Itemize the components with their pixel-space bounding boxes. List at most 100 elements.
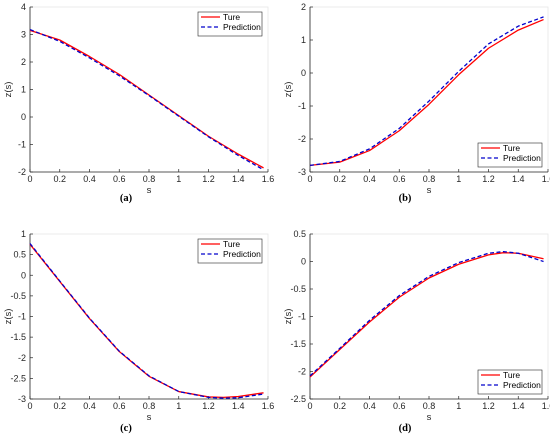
chart-panel-2: 0 0.2 0.4 0.6 0.8 1 1.2 1.4 1.6 -3 -2 -1 0 1 2 s z(s) Tur… — [283, 2, 550, 204]
y-tick-label: 3 — [21, 30, 26, 40]
series-line-true — [29, 29, 264, 169]
y-axis-label: z(s) — [3, 82, 14, 98]
x-tick-label: 1.4 — [232, 174, 245, 184]
series-line-prediction — [309, 250, 544, 377]
chart-panel-4: 0 0.2 0.4 0.6 0.8 1 1.2 1.4 1.6 -2.5 -2 -1.5 -1 -0.5 0… — [283, 229, 550, 434]
y-tick-label: 1 — [21, 85, 26, 95]
legend-label: Ture — [503, 370, 520, 380]
y-tick-label: 2 — [301, 2, 306, 12]
x-tick-label: 0.8 — [423, 174, 436, 184]
chart-panel-1: 0 0.2 0.4 0.6 0.8 1 1.2 1.4 1.6 -2 -1 0 1 2 3 4 s z(s) Tur… — [3, 2, 274, 204]
x-tick-label: 1.2 — [202, 174, 215, 184]
x-tick-label: 0 — [307, 174, 312, 184]
x-tick-label: 1.4 — [512, 401, 525, 411]
x-tick-label: 0.2 — [53, 401, 66, 411]
y-axis-label: z(s) — [283, 309, 294, 325]
legend-label: Ture — [223, 239, 240, 249]
legend-box — [197, 238, 263, 264]
y-tick-label: 0.5 — [13, 250, 26, 260]
legend-box — [477, 142, 543, 168]
subfigure-caption: (d) — [399, 423, 412, 434]
legend-label: Prediction — [223, 249, 261, 259]
x-tick-label: 1.6 — [542, 174, 550, 184]
x-tick-label: 1 — [176, 401, 181, 411]
x-axis-label: s — [147, 185, 152, 196]
legend-box — [477, 369, 543, 395]
x-tick-label: 1.6 — [542, 401, 550, 411]
x-tick-label: 0.8 — [423, 401, 436, 411]
x-tick-label: 0.6 — [393, 174, 406, 184]
x-tick-label: 1.2 — [482, 401, 495, 411]
x-tick-label: 1.6 — [262, 174, 275, 184]
x-tick-label: 1.2 — [202, 401, 215, 411]
x-tick-label: 0 — [27, 401, 32, 411]
y-tick-label: 0.5 — [293, 229, 306, 239]
y-tick-label: 2 — [21, 57, 26, 67]
y-tick-label: -2.5 — [290, 394, 306, 404]
y-axis-label: z(s) — [3, 309, 14, 325]
legend-label: Ture — [503, 143, 520, 153]
y-tick-label: -2 — [298, 367, 306, 377]
y-tick-label: 0 — [301, 68, 306, 78]
y-tick-label: 0 — [301, 257, 306, 267]
x-tick-label: 0 — [307, 401, 312, 411]
y-tick-label: 1 — [21, 229, 26, 239]
series-line-prediction — [309, 16, 544, 167]
y-tick-label: -3 — [18, 394, 26, 404]
legend-label: Ture — [223, 12, 240, 22]
x-tick-label: 1.6 — [262, 401, 275, 411]
y-tick-label: -3 — [298, 167, 306, 177]
x-tick-label: 0.6 — [113, 401, 126, 411]
x-axis-label: s — [427, 412, 432, 423]
y-tick-label: -0.5 — [290, 284, 306, 294]
x-tick-label: 0.4 — [363, 174, 376, 184]
y-tick-label: -1.5 — [10, 332, 26, 342]
x-tick-label: 0.2 — [333, 401, 346, 411]
y-tick-label: -1.5 — [290, 339, 306, 349]
x-tick-label: 0.6 — [393, 401, 406, 411]
x-tick-label: 1.4 — [232, 401, 245, 411]
x-tick-label: 0.6 — [113, 174, 126, 184]
x-axis-label: s — [427, 185, 432, 196]
y-tick-label: -1 — [298, 101, 306, 111]
y-tick-label: -2 — [18, 353, 26, 363]
legend-label: Prediction — [223, 22, 261, 32]
x-tick-label: 0 — [27, 174, 32, 184]
legend-box — [197, 11, 263, 37]
x-tick-label: 0.8 — [143, 401, 156, 411]
series-line-true — [309, 18, 544, 167]
x-tick-label: 1 — [456, 401, 461, 411]
chart-panel-3: 0 0.2 0.4 0.6 0.8 1 1.2 1.4 1.6 -3 -2.5 -2 -1.5 -1 -0.… — [3, 229, 274, 434]
y-tick-label: -2 — [18, 167, 26, 177]
y-tick-label: -2.5 — [10, 373, 26, 383]
x-tick-label: 1 — [456, 174, 461, 184]
x-tick-label: 1.2 — [482, 174, 495, 184]
x-tick-label: 0.2 — [53, 174, 66, 184]
x-tick-label: 0.8 — [143, 174, 156, 184]
y-tick-label: 0 — [21, 112, 26, 122]
y-tick-label: -2 — [298, 134, 306, 144]
y-tick-label: -1 — [18, 140, 26, 150]
x-tick-label: 0.4 — [83, 401, 96, 411]
legend-label: Prediction — [503, 153, 541, 163]
x-tick-label: 1.4 — [512, 174, 525, 184]
y-tick-label: -0.5 — [10, 291, 26, 301]
y-tick-label: -1 — [18, 312, 26, 322]
series-line-prediction — [29, 243, 264, 399]
y-axis-label: z(s) — [283, 82, 294, 98]
subfigure-caption: (c) — [120, 423, 132, 434]
y-tick-label: 1 — [301, 35, 306, 45]
y-tick-label: 4 — [21, 2, 26, 12]
x-tick-label: 1 — [176, 174, 181, 184]
x-axis-label: s — [147, 412, 152, 423]
y-tick-label: 0 — [21, 270, 26, 280]
x-tick-label: 0.4 — [363, 401, 376, 411]
subfigure-caption: (b) — [399, 193, 412, 204]
y-tick-label: -1 — [298, 312, 306, 322]
x-tick-label: 0.2 — [333, 174, 346, 184]
